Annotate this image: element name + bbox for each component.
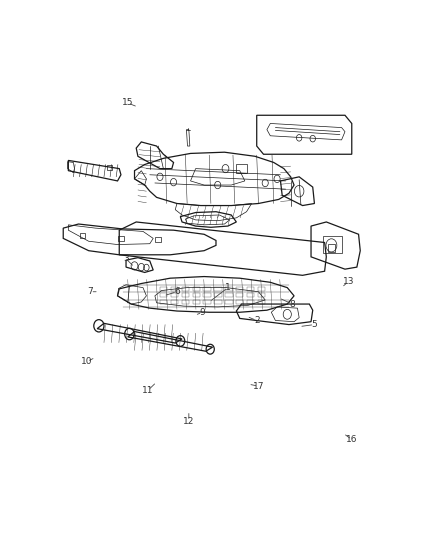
Bar: [155, 237, 161, 243]
Bar: [193, 293, 200, 297]
Text: 12: 12: [183, 416, 194, 425]
Bar: [225, 287, 233, 291]
Text: 7: 7: [88, 287, 93, 296]
Bar: [160, 293, 167, 297]
Bar: [107, 165, 113, 170]
Bar: [236, 293, 244, 297]
Bar: [258, 300, 265, 304]
Bar: [247, 293, 254, 297]
Bar: [203, 293, 211, 297]
Bar: [80, 233, 85, 238]
Bar: [236, 300, 244, 304]
Text: 2: 2: [254, 316, 260, 325]
Bar: [214, 293, 222, 297]
Text: 3: 3: [123, 254, 129, 263]
Bar: [258, 287, 265, 291]
Bar: [171, 293, 178, 297]
Bar: [225, 293, 233, 297]
Bar: [171, 300, 178, 304]
Bar: [203, 287, 211, 291]
Bar: [171, 287, 178, 291]
Bar: [193, 287, 200, 291]
Text: 5: 5: [311, 320, 317, 329]
Bar: [182, 293, 189, 297]
Bar: [214, 287, 222, 291]
Bar: [237, 164, 247, 173]
Text: 1: 1: [225, 283, 231, 292]
Text: 16: 16: [346, 435, 357, 444]
Text: 17: 17: [253, 382, 264, 391]
Bar: [214, 300, 222, 304]
Text: 6: 6: [174, 287, 180, 296]
Bar: [160, 287, 167, 291]
Text: 8: 8: [290, 300, 295, 309]
Bar: [117, 236, 124, 241]
Bar: [182, 287, 189, 291]
Bar: [225, 300, 233, 304]
Bar: [323, 236, 342, 253]
Text: 13: 13: [343, 277, 354, 286]
Bar: [247, 300, 254, 304]
Text: 15: 15: [122, 99, 134, 108]
Bar: [160, 300, 167, 304]
Bar: [236, 287, 244, 291]
Bar: [203, 300, 211, 304]
Bar: [328, 244, 336, 252]
Bar: [247, 287, 254, 291]
Bar: [258, 293, 265, 297]
Text: 10: 10: [81, 357, 93, 366]
Text: 11: 11: [142, 386, 154, 395]
Bar: [182, 300, 189, 304]
Bar: [193, 300, 200, 304]
Text: 9: 9: [200, 308, 205, 317]
